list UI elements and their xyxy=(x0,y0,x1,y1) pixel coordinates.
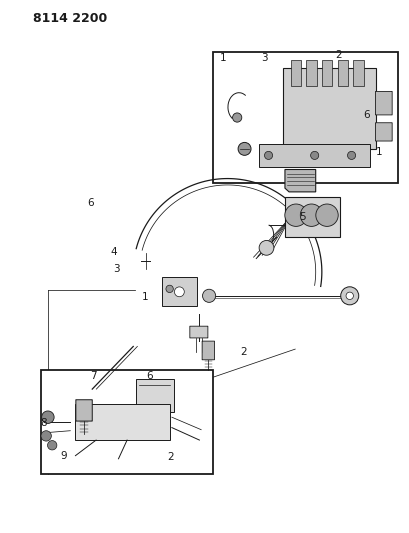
Circle shape xyxy=(340,287,358,305)
Text: 6: 6 xyxy=(87,198,93,207)
Circle shape xyxy=(174,287,184,297)
Text: 4: 4 xyxy=(110,247,117,257)
FancyBboxPatch shape xyxy=(76,400,92,421)
Circle shape xyxy=(310,151,318,159)
Bar xyxy=(353,60,363,86)
Bar xyxy=(75,403,170,440)
Text: 1: 1 xyxy=(220,53,226,62)
Bar xyxy=(290,60,300,86)
Circle shape xyxy=(345,292,353,300)
Text: 6: 6 xyxy=(146,372,153,381)
Circle shape xyxy=(299,204,322,227)
FancyBboxPatch shape xyxy=(202,341,214,360)
Bar xyxy=(259,144,369,167)
Text: 3: 3 xyxy=(113,264,120,274)
Polygon shape xyxy=(284,169,315,192)
Circle shape xyxy=(238,142,250,155)
Circle shape xyxy=(284,204,306,227)
Bar xyxy=(321,60,331,86)
Bar xyxy=(41,370,213,474)
Text: 2: 2 xyxy=(334,50,341,60)
Bar xyxy=(283,68,375,149)
Circle shape xyxy=(264,151,272,159)
Bar xyxy=(284,197,339,237)
Circle shape xyxy=(41,431,51,441)
Circle shape xyxy=(232,113,241,122)
Circle shape xyxy=(42,411,54,423)
Text: 3: 3 xyxy=(261,53,267,62)
Bar xyxy=(213,52,397,183)
Bar xyxy=(135,379,173,412)
Bar xyxy=(306,60,316,86)
Circle shape xyxy=(202,289,215,302)
Text: 1: 1 xyxy=(375,147,382,157)
Text: 7: 7 xyxy=(90,372,97,381)
FancyBboxPatch shape xyxy=(189,326,207,338)
Bar xyxy=(162,277,196,306)
Text: 6: 6 xyxy=(363,110,369,119)
Text: 2: 2 xyxy=(166,453,173,462)
Circle shape xyxy=(47,441,57,450)
Text: 5: 5 xyxy=(299,213,305,222)
FancyBboxPatch shape xyxy=(375,123,391,141)
Circle shape xyxy=(166,285,173,293)
Text: 8114 2200: 8114 2200 xyxy=(33,12,107,25)
Text: 9: 9 xyxy=(60,451,67,461)
Circle shape xyxy=(315,204,337,227)
FancyBboxPatch shape xyxy=(375,91,391,115)
Circle shape xyxy=(258,240,273,255)
Bar xyxy=(337,60,347,86)
Text: 1: 1 xyxy=(142,293,148,302)
Text: 8: 8 xyxy=(40,418,47,427)
Text: 2: 2 xyxy=(240,347,247,357)
Circle shape xyxy=(347,151,355,159)
